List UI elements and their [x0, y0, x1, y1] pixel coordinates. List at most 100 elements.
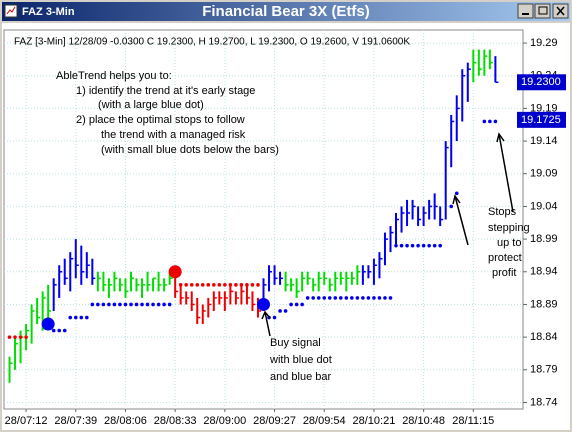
grid [4, 30, 523, 409]
annotation-intro: AbleTrend helps you to: 1) identify the … [56, 70, 279, 156]
x-tick-label: 28/07:39 [54, 415, 97, 427]
annotation-line: (with a large blue dot) [98, 99, 204, 111]
stop-dot [24, 335, 28, 339]
stop-dot [217, 283, 222, 287]
annotation-line: stepping [488, 222, 530, 234]
stop-dot [410, 243, 415, 248]
stop-dot [294, 302, 299, 307]
x-tick-label: 28/11:15 [452, 415, 494, 427]
minimize-button[interactable] [517, 3, 534, 19]
stop-dot [167, 302, 172, 307]
stop-dot [118, 302, 122, 307]
stop-dot [366, 296, 371, 300]
stop-dot [250, 283, 255, 287]
stop-dot [432, 243, 437, 248]
annotation-line: and blue bar [270, 371, 331, 383]
info-line: FAZ [3-Min] 12/28/09 -0.0300 C 19.2300, … [14, 37, 410, 48]
stop-dot [96, 302, 100, 307]
y-tick-label: 18.84 [530, 331, 558, 343]
stop-dot [189, 283, 194, 287]
stop-dot [90, 302, 95, 307]
window-buttons [517, 3, 569, 19]
stop-dot [493, 119, 498, 124]
stop-dot [101, 302, 106, 307]
annotation-buy: Buy signal with blue dot and blue bar [261, 310, 332, 383]
chart-title: Financial Bear 3X (Etfs) [202, 3, 370, 20]
x-tick-label: 28/10:21 [353, 415, 396, 427]
stop-dot [134, 302, 139, 307]
stop-dot [344, 296, 349, 300]
annotation-line: up to [497, 237, 521, 249]
stop-dot [151, 302, 155, 307]
stop-dot [234, 283, 238, 287]
x-tick-label: 28/09:54 [303, 415, 346, 427]
y-tick-label: 18.99 [530, 233, 558, 245]
stop-dot [454, 191, 459, 196]
stop-dot [283, 309, 288, 313]
signal-dot [257, 297, 270, 311]
price-marker-label: 19.2300 [521, 76, 561, 88]
y-tick-label: 19.09 [530, 168, 558, 180]
stop-dot [140, 302, 144, 307]
annotation-line: the trend with a managed risk [101, 129, 246, 141]
stop-dot [112, 302, 117, 307]
stop-dot [377, 296, 382, 300]
stop-dot [206, 283, 211, 287]
stop-dot [107, 302, 111, 307]
stop-dot [212, 283, 216, 287]
stop-dot [272, 315, 277, 320]
annotation-line: with blue dot [269, 354, 332, 366]
plot-area [3, 29, 524, 410]
stop-dot [305, 296, 310, 300]
stop-dot [438, 243, 442, 248]
stop-dot [421, 243, 426, 248]
stop-dot [399, 243, 404, 248]
stop-dot [322, 296, 327, 300]
y-tick-label: 19.14 [530, 135, 558, 147]
y-tick-label: 18.79 [530, 364, 558, 376]
stop-dot [488, 119, 492, 124]
y-tick-label: 18.74 [530, 396, 558, 408]
annotation-line: 1) identify the trend at it's early stag… [76, 85, 255, 97]
title-bar [2, 2, 570, 21]
stop-dot [178, 283, 183, 287]
stop-dot [482, 119, 487, 124]
price-marker [517, 111, 566, 128]
stop-dot [13, 335, 17, 339]
y-tick-label: 19.04 [530, 200, 558, 212]
stop-dot [327, 296, 332, 300]
stop-dot [18, 335, 23, 339]
stop-dot [156, 302, 161, 307]
stop-dot [184, 283, 189, 287]
annotation-stops: Stops stepping up to protect profit [452, 132, 530, 279]
price-marker [517, 74, 566, 91]
stop-dot [51, 328, 56, 333]
y-tick-label: 19.29 [530, 37, 558, 49]
y-tick-label: 18.89 [530, 298, 558, 310]
stop-dot [239, 283, 244, 287]
stop-dot [416, 243, 420, 248]
price-marker-label: 19.1725 [521, 114, 561, 126]
annotation-line: protect [488, 252, 522, 264]
stop-dot [355, 296, 360, 300]
maximize-glyph [538, 6, 548, 15]
stop-dot [85, 315, 89, 320]
signal-dot [41, 317, 55, 331]
arrow [261, 310, 271, 337]
stop-dot [350, 296, 354, 300]
maximize-button[interactable] [534, 3, 551, 19]
annotation-line: 2) place the optimal stops to follow [76, 114, 245, 126]
x-tick-label: 28/09:00 [203, 415, 246, 427]
stop-dot [361, 296, 365, 300]
stop-dot [79, 315, 84, 320]
stop-dot [245, 283, 249, 287]
stop-dot [68, 315, 73, 320]
stop-dot [145, 302, 150, 307]
stop-dot [338, 296, 343, 300]
x-tick-label: 28/08:06 [104, 415, 147, 427]
arrow [452, 194, 469, 246]
stop-dot [278, 309, 282, 313]
stop-dot [200, 283, 205, 287]
annotation-line: AbleTrend helps you to: [56, 70, 172, 82]
